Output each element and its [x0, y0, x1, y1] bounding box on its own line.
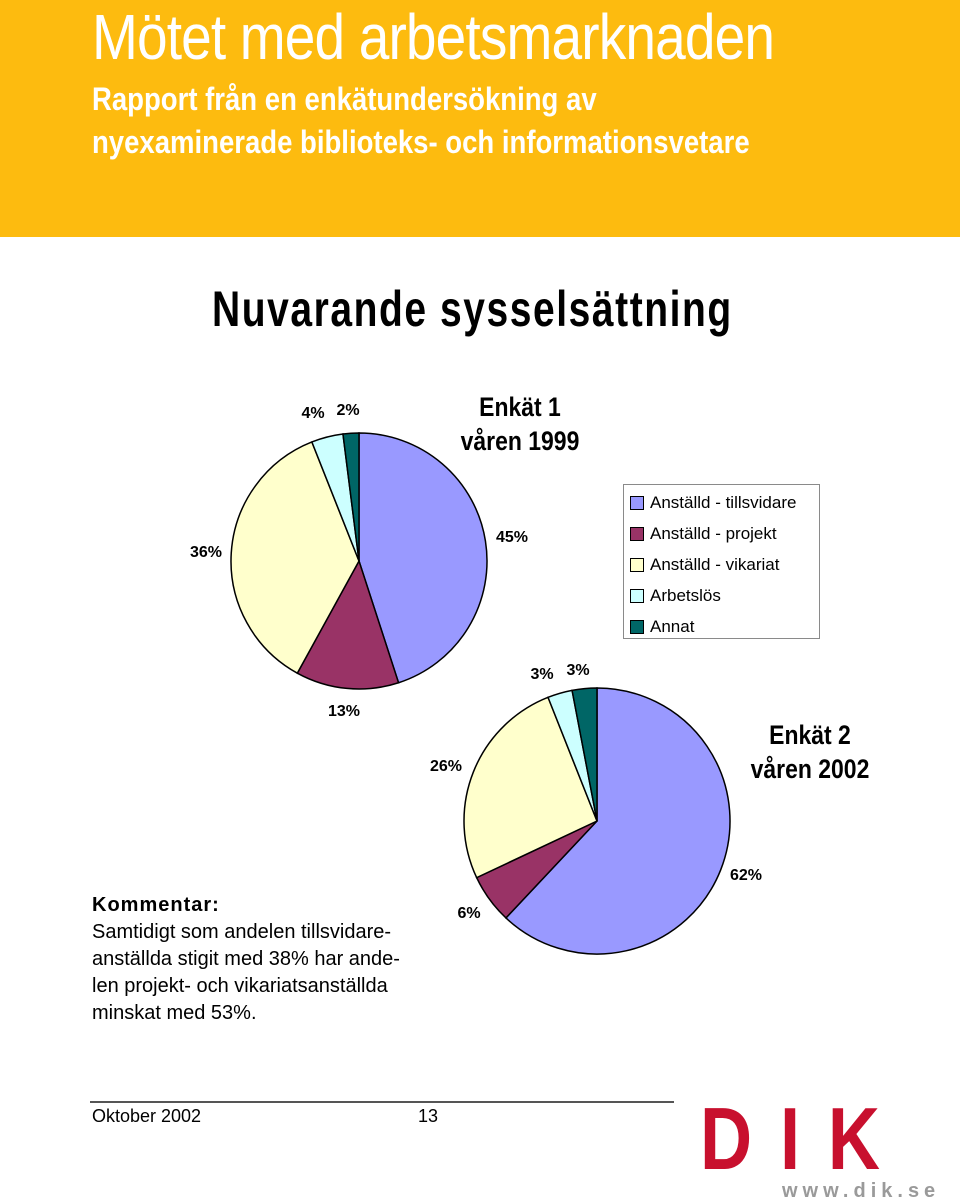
legend-swatch — [630, 495, 644, 510]
legend-label: Annat — [650, 616, 695, 636]
legend-item: Anställd - tillsvidare — [624, 487, 819, 518]
survey-1-title-line1: Enkät 1 — [479, 392, 561, 422]
pie-slice-label: 3% — [566, 662, 589, 679]
pie-slice — [571, 687, 598, 822]
legend-item: Annat — [624, 611, 819, 642]
pie-slice-label: 36% — [190, 544, 222, 561]
pie-slice — [358, 432, 488, 684]
dik-logo: DIK — [700, 1089, 908, 1188]
legend-item: Anställd - vikariat — [624, 549, 819, 580]
survey-1-title-line2: våren 1999 — [460, 426, 580, 456]
footer-divider — [90, 1101, 674, 1103]
survey-1-title: Enkät 1 våren 1999 — [452, 390, 588, 458]
comment-block: Kommentar: Samtidigt som andelen tillsvi… — [92, 892, 400, 1027]
comment-line: anställda stigit med 38% har ande- — [92, 948, 400, 970]
pie-slice — [296, 559, 400, 690]
chart-legend: Anställd - tillsvidare Anställd - projek… — [623, 484, 820, 639]
pie-slice-label: 26% — [430, 758, 462, 775]
logo-url: www.dik.se — [782, 1180, 941, 1202]
pie-slice-label: 6% — [457, 905, 480, 922]
report-subtitle-line1: Rapport från en enkätundersökning av — [92, 81, 597, 117]
pie-slice-label: 62% — [730, 867, 762, 884]
pie-chart-1999: 45% 13% 36% 4% 2% — [190, 402, 528, 720]
legend-swatch — [630, 588, 644, 603]
report-subtitle-line2: nyexaminerade biblioteks- och informatio… — [92, 124, 750, 160]
pie-slice — [504, 687, 731, 955]
footer-date: Oktober 2002 — [92, 1106, 202, 1126]
comment-body: Samtidigt som andelen tillsvidare- anstä… — [92, 919, 400, 1027]
pie-slice-label: 45% — [496, 529, 528, 546]
report-title: Mötet med arbetsmarknaden — [92, 1, 775, 73]
page-number: 13 — [418, 1106, 439, 1126]
comment-line: len projekt- och vikariatsanställda — [92, 975, 388, 997]
section-title: Nuvarande sysselsättning — [212, 281, 733, 337]
comment-label: Kommentar: — [92, 894, 220, 916]
legend-label: Anställd - vikariat — [650, 554, 780, 574]
survey-2-title-line1: Enkät 2 — [769, 720, 851, 750]
pie-chart-2002: 62% 6% 26% 3% 3% — [430, 662, 762, 955]
pie-slice-label: 3% — [530, 666, 553, 683]
pie-slice — [463, 696, 598, 879]
pie-slice-label: 4% — [301, 405, 324, 422]
legend-label: Anställd - projekt — [650, 523, 777, 543]
report-subtitle: Rapport från en enkätundersökning av nye… — [92, 78, 750, 164]
legend-swatch — [630, 557, 644, 572]
legend-label: Anställd - tillsvidare — [650, 492, 797, 512]
pie-slice — [230, 441, 360, 675]
survey-2-title: Enkät 2 våren 2002 — [742, 718, 878, 786]
header-banner: Mötet med arbetsmarknaden Rapport från e… — [0, 0, 960, 237]
comment-line: minskat med 53%. — [92, 1002, 257, 1024]
legend-label: Arbetslös — [650, 585, 721, 605]
legend-swatch — [630, 619, 644, 634]
legend-item: Arbetslös — [624, 580, 819, 611]
pie-slice-label: 13% — [328, 703, 360, 720]
pie-slice-label: 2% — [336, 402, 359, 419]
legend-item: Anställd - projekt — [624, 518, 819, 549]
pie-slice — [342, 432, 360, 562]
survey-2-title-line2: våren 2002 — [750, 754, 870, 784]
comment-line: Samtidigt som andelen tillsvidare- — [92, 921, 392, 943]
legend-swatch — [630, 526, 644, 541]
